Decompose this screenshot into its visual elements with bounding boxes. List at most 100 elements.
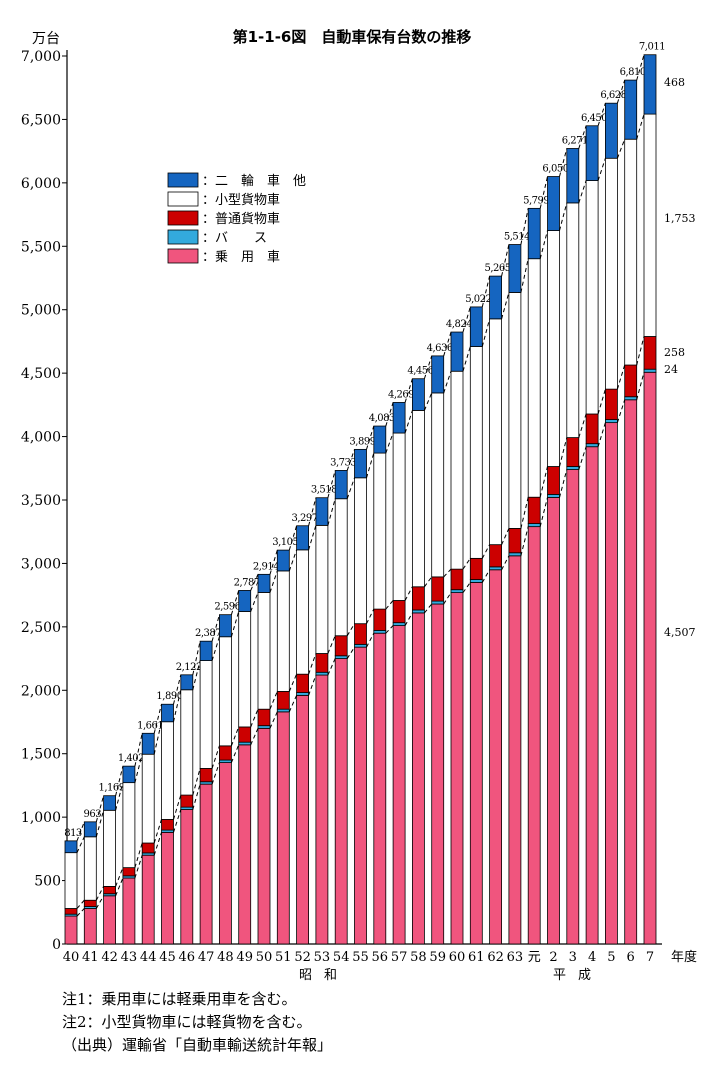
bar-segment — [161, 819, 174, 831]
bar-segment — [296, 694, 310, 945]
legend-label: ：二 輪 車 他 — [202, 173, 306, 189]
footnote-2: 注2：小型貨物車には軽貨物を含む。 — [62, 1013, 312, 1031]
era-label-heisei: 平成 — [553, 968, 603, 983]
bar-segment — [527, 523, 541, 528]
y-tick-label: 2,000 — [21, 683, 61, 699]
x-tick-label: 48 — [217, 950, 234, 965]
bar-segment — [605, 419, 618, 424]
bar-segment — [489, 566, 503, 571]
legend-swatch — [167, 248, 199, 264]
x-tick-label: 56 — [372, 950, 389, 965]
bar-segment — [373, 452, 387, 610]
last-bar-value-label: 1,753 — [664, 212, 696, 225]
total-value-label: 813 — [64, 828, 82, 839]
bar-segment — [469, 557, 483, 580]
footnotes: 注1：乗用車には軽乗用車を含む。 注2：小型貨物車には軽貨物を含む。 （出典）運… — [62, 988, 332, 1057]
series-connector-line — [76, 113, 645, 853]
bar-segment — [296, 692, 310, 696]
total-value-label: 7,011 — [639, 42, 665, 53]
bar-segment — [585, 413, 599, 445]
bar-segment — [64, 915, 78, 945]
bar-segment — [469, 306, 483, 347]
bar-segment — [450, 589, 464, 594]
bar-segment — [238, 726, 252, 743]
bar-segment — [218, 614, 232, 638]
total-value-label: 4,269 — [388, 389, 414, 400]
bar-segment — [161, 721, 174, 820]
bar-segment — [83, 836, 97, 901]
bar-segment — [334, 470, 348, 500]
legend-label: ：乗 用 車 — [202, 250, 280, 265]
total-value-label: 5,799 — [523, 195, 549, 206]
bar-segment — [141, 732, 155, 755]
x-tick-label: 52 — [294, 950, 311, 965]
bar-segment — [218, 636, 232, 747]
x-tick-label: 元 — [528, 950, 541, 965]
y-tick-label: 5,500 — [21, 239, 61, 255]
plot-area: 0 500 1,000 1,500 2,000 2,500 3,000 3,500 4,000 4… — [21, 42, 697, 983]
last-bar-value-label: 258 — [664, 346, 685, 359]
bar-segment — [122, 782, 136, 869]
total-value-label: 4,636 — [427, 343, 453, 354]
y-tick-label: 0 — [52, 937, 61, 953]
bar-segment — [276, 691, 290, 710]
bar-segment — [199, 640, 213, 662]
total-value-label: 963 — [84, 809, 102, 820]
bar-segment — [276, 549, 290, 572]
x-tick-label: 53 — [314, 950, 331, 965]
bar-segment — [585, 443, 599, 448]
x-tick-label: 41 — [82, 950, 99, 965]
bar-segment — [489, 569, 503, 945]
total-value-label: 3,297 — [292, 513, 318, 524]
bar-segment — [605, 422, 618, 945]
bar-segment — [315, 653, 329, 673]
bar-segment — [141, 842, 155, 854]
x-tick-label: 40 — [63, 950, 80, 965]
bar-segment — [527, 258, 541, 498]
era-label-showa: 昭和 — [299, 968, 349, 983]
bar-segment — [469, 582, 483, 945]
bar-segment — [354, 448, 367, 479]
x-tick-label: 5 — [607, 950, 615, 965]
y-tick-label: 2,500 — [21, 620, 61, 636]
footnote-source: （出典）運輸省「自動車輸送統計年報」 — [62, 1036, 333, 1054]
footnote-1: 注1：乗用車には軽乗用車を含む。 — [62, 990, 297, 1008]
bar-segment — [296, 673, 310, 693]
last-bar-value-label: 468 — [664, 76, 685, 89]
bar-segment — [469, 346, 483, 559]
legend-label: ：バ ス — [202, 231, 267, 246]
stacked-bar-chart: 第1-1-6図 自動車保有台数の推移 万台 0 500 1,000 1,500 2,00… — [21, 28, 697, 983]
bar-segment — [103, 886, 116, 895]
bar-segment — [354, 646, 367, 945]
bar-segment — [411, 378, 425, 411]
bar-segment — [257, 727, 271, 945]
y-tick-label: 500 — [34, 874, 61, 890]
bar-segment — [83, 899, 97, 907]
bar-segment — [585, 446, 599, 945]
bar-segment — [566, 148, 580, 204]
bar-segment — [585, 125, 599, 181]
legend-swatch — [167, 191, 199, 207]
series-connector-line — [76, 372, 645, 917]
bar-segment — [508, 244, 522, 293]
bar-segment — [392, 622, 406, 626]
bar-segment — [238, 744, 252, 945]
bar-segment — [83, 821, 97, 838]
bar-segment — [431, 603, 445, 945]
total-value-label: 3,733 — [330, 457, 356, 468]
bar-segment — [315, 671, 329, 676]
total-value-label: 2,914 — [253, 561, 279, 572]
bar-segment — [489, 318, 503, 546]
y-tick-label: 4,500 — [21, 366, 61, 382]
bar-segment — [161, 703, 174, 723]
bar-segment — [238, 590, 252, 612]
legend-swatch — [167, 210, 199, 226]
y-tick-label: 6,000 — [21, 176, 61, 192]
bar-segment — [238, 611, 252, 728]
x-tick-label: 55 — [352, 950, 369, 965]
x-tick-label: 49 — [236, 950, 253, 965]
x-tick-label: 3 — [569, 950, 577, 965]
bar-segment — [643, 113, 657, 337]
y-tick-label: 1,500 — [21, 747, 61, 763]
x-tick-label: 46 — [179, 950, 196, 965]
